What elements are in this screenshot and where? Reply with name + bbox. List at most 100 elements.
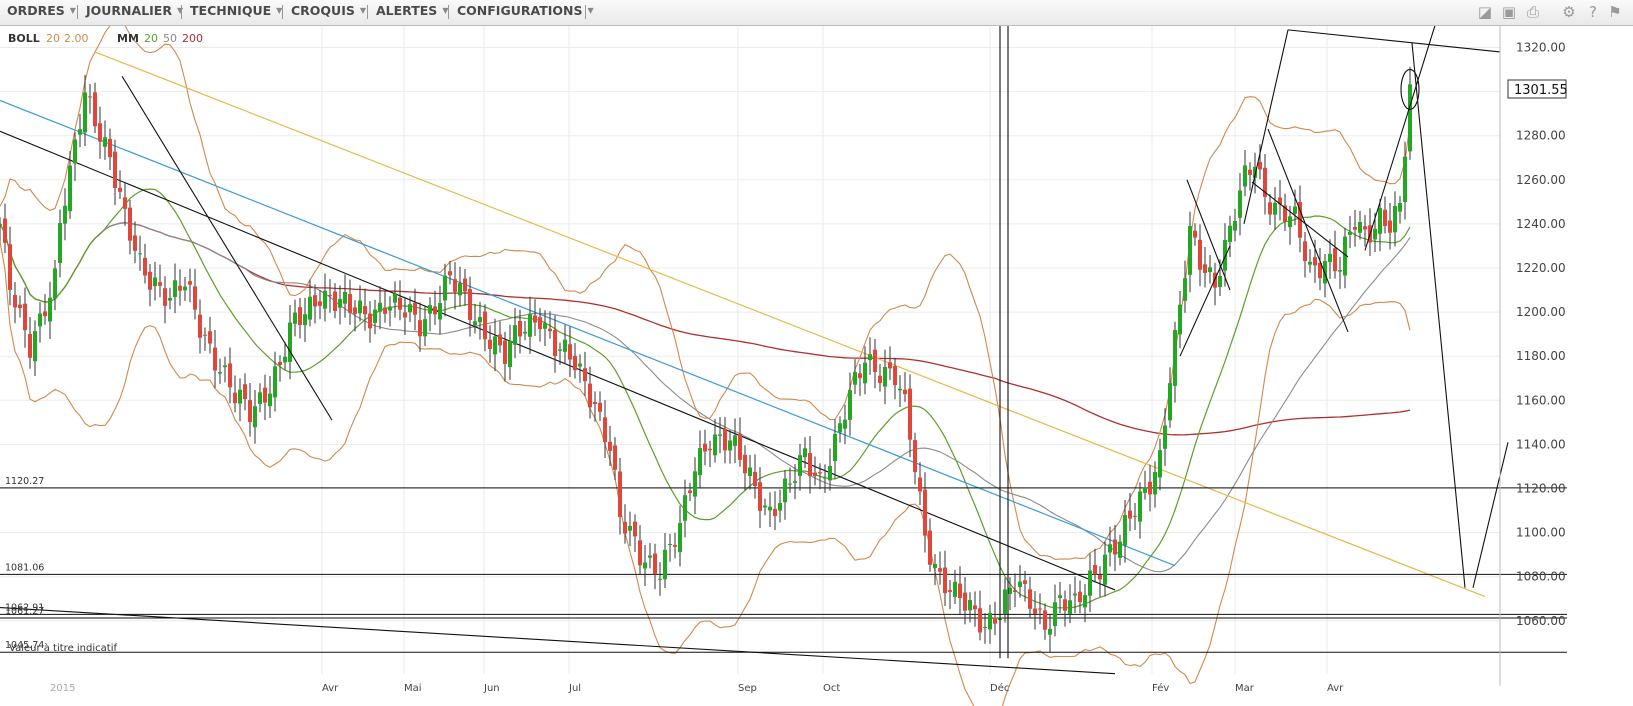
candle-body [1243, 165, 1247, 187]
candle-body [323, 290, 327, 309]
candle-body [1128, 510, 1132, 519]
candle-body [1153, 471, 1157, 495]
candle-body [1408, 84, 1412, 152]
candle-body [83, 92, 87, 133]
candle [1003, 577, 1007, 623]
candle-body [93, 92, 97, 127]
candle-body [1088, 570, 1092, 596]
x-tick-label: Fév [1152, 682, 1169, 694]
candle-body [798, 455, 802, 476]
candle-body [428, 305, 432, 314]
candle [553, 315, 557, 373]
candle-body [88, 96, 92, 98]
candle-body [113, 151, 117, 188]
y-tick-label: 1060.00 [1516, 614, 1566, 628]
menu-croquis[interactable]: CROQUIS ▼ [291, 0, 366, 24]
candle-body [1268, 202, 1272, 215]
candle-body [1083, 595, 1087, 608]
candle-body [963, 592, 967, 611]
candle [343, 274, 347, 318]
help-icon[interactable]: ? [1589, 3, 1597, 21]
candle [823, 464, 827, 494]
candle-body [538, 317, 542, 330]
candle [1163, 408, 1167, 467]
candle [353, 300, 357, 332]
candle [123, 181, 127, 226]
candle [993, 601, 997, 636]
candle-body [353, 307, 357, 314]
candle [8, 226, 12, 306]
candle [628, 511, 632, 547]
candle [903, 372, 907, 402]
candle [1143, 470, 1147, 500]
candle [263, 374, 267, 421]
candle-body [393, 293, 397, 303]
candle [1343, 227, 1347, 289]
candle-body [1033, 608, 1037, 614]
candle [573, 342, 577, 379]
candle [188, 268, 192, 303]
candle-body [168, 297, 172, 301]
candle-body [453, 279, 457, 292]
candle [43, 294, 47, 325]
candle [0, 217, 2, 242]
candle-body [103, 137, 107, 147]
candle [948, 579, 952, 610]
print-icon[interactable]: ⎙ [1526, 3, 1539, 21]
candle-body [598, 402, 602, 412]
candle [1118, 534, 1122, 566]
menu-journalier[interactable]: JOURNALIER ▼ [86, 0, 183, 24]
menu-alertes[interactable]: ALERTES ▼ [376, 0, 448, 24]
candle-body [358, 300, 362, 314]
candle-body [1313, 257, 1317, 266]
candle-body [883, 366, 887, 387]
candle [103, 120, 107, 160]
y-tick-label: 1320.00 [1516, 41, 1566, 55]
candle-body [863, 362, 867, 384]
candle [313, 284, 317, 324]
candle [233, 375, 237, 413]
gear-icon[interactable]: ⚙ [1562, 3, 1576, 21]
candle [153, 261, 157, 301]
candle [953, 569, 957, 604]
menu-ordres[interactable]: ORDRES ▼ [7, 0, 76, 24]
candle-body [1023, 580, 1027, 584]
candle-body [988, 612, 992, 630]
candle-body [773, 508, 777, 516]
drawing-line [1179, 245, 1231, 357]
candle-body [1333, 248, 1337, 272]
candle-body [588, 383, 592, 408]
candle [1293, 189, 1297, 226]
candle-body [488, 339, 492, 349]
candle-body [1168, 383, 1172, 421]
layers-icon[interactable]: ◪ [1477, 3, 1493, 21]
candle-body [293, 312, 297, 324]
pin-icon[interactable]: ⚑ [1608, 3, 1622, 21]
candle-body [273, 366, 277, 398]
candle [293, 299, 297, 337]
candle [638, 525, 642, 575]
candle [438, 285, 442, 335]
candle [1228, 215, 1232, 258]
image-icon[interactable]: ▣ [1501, 3, 1517, 21]
candle-body [898, 388, 902, 391]
candle-body [518, 320, 522, 337]
candle [688, 482, 692, 502]
menu-technique[interactable]: TECHNIQUE ▼ [190, 0, 282, 24]
candle [1093, 548, 1097, 583]
candle-body [913, 440, 917, 473]
candle [523, 320, 527, 341]
menu-configurations-label: CONFIGURATIONS [457, 3, 583, 18]
candle-body [858, 373, 862, 379]
candle-body [1063, 599, 1067, 611]
candle [1238, 173, 1242, 236]
candle-body [758, 482, 762, 511]
menu-configurations[interactable]: CONFIGURATIONS ▼ [457, 0, 594, 24]
candle [788, 467, 792, 493]
candle-body [1093, 565, 1097, 575]
caret-down-icon: ▼ [587, 6, 594, 15]
candle-body [203, 334, 207, 336]
candle-body [878, 375, 882, 384]
candle-body [1118, 541, 1122, 558]
candle-body [253, 406, 257, 428]
